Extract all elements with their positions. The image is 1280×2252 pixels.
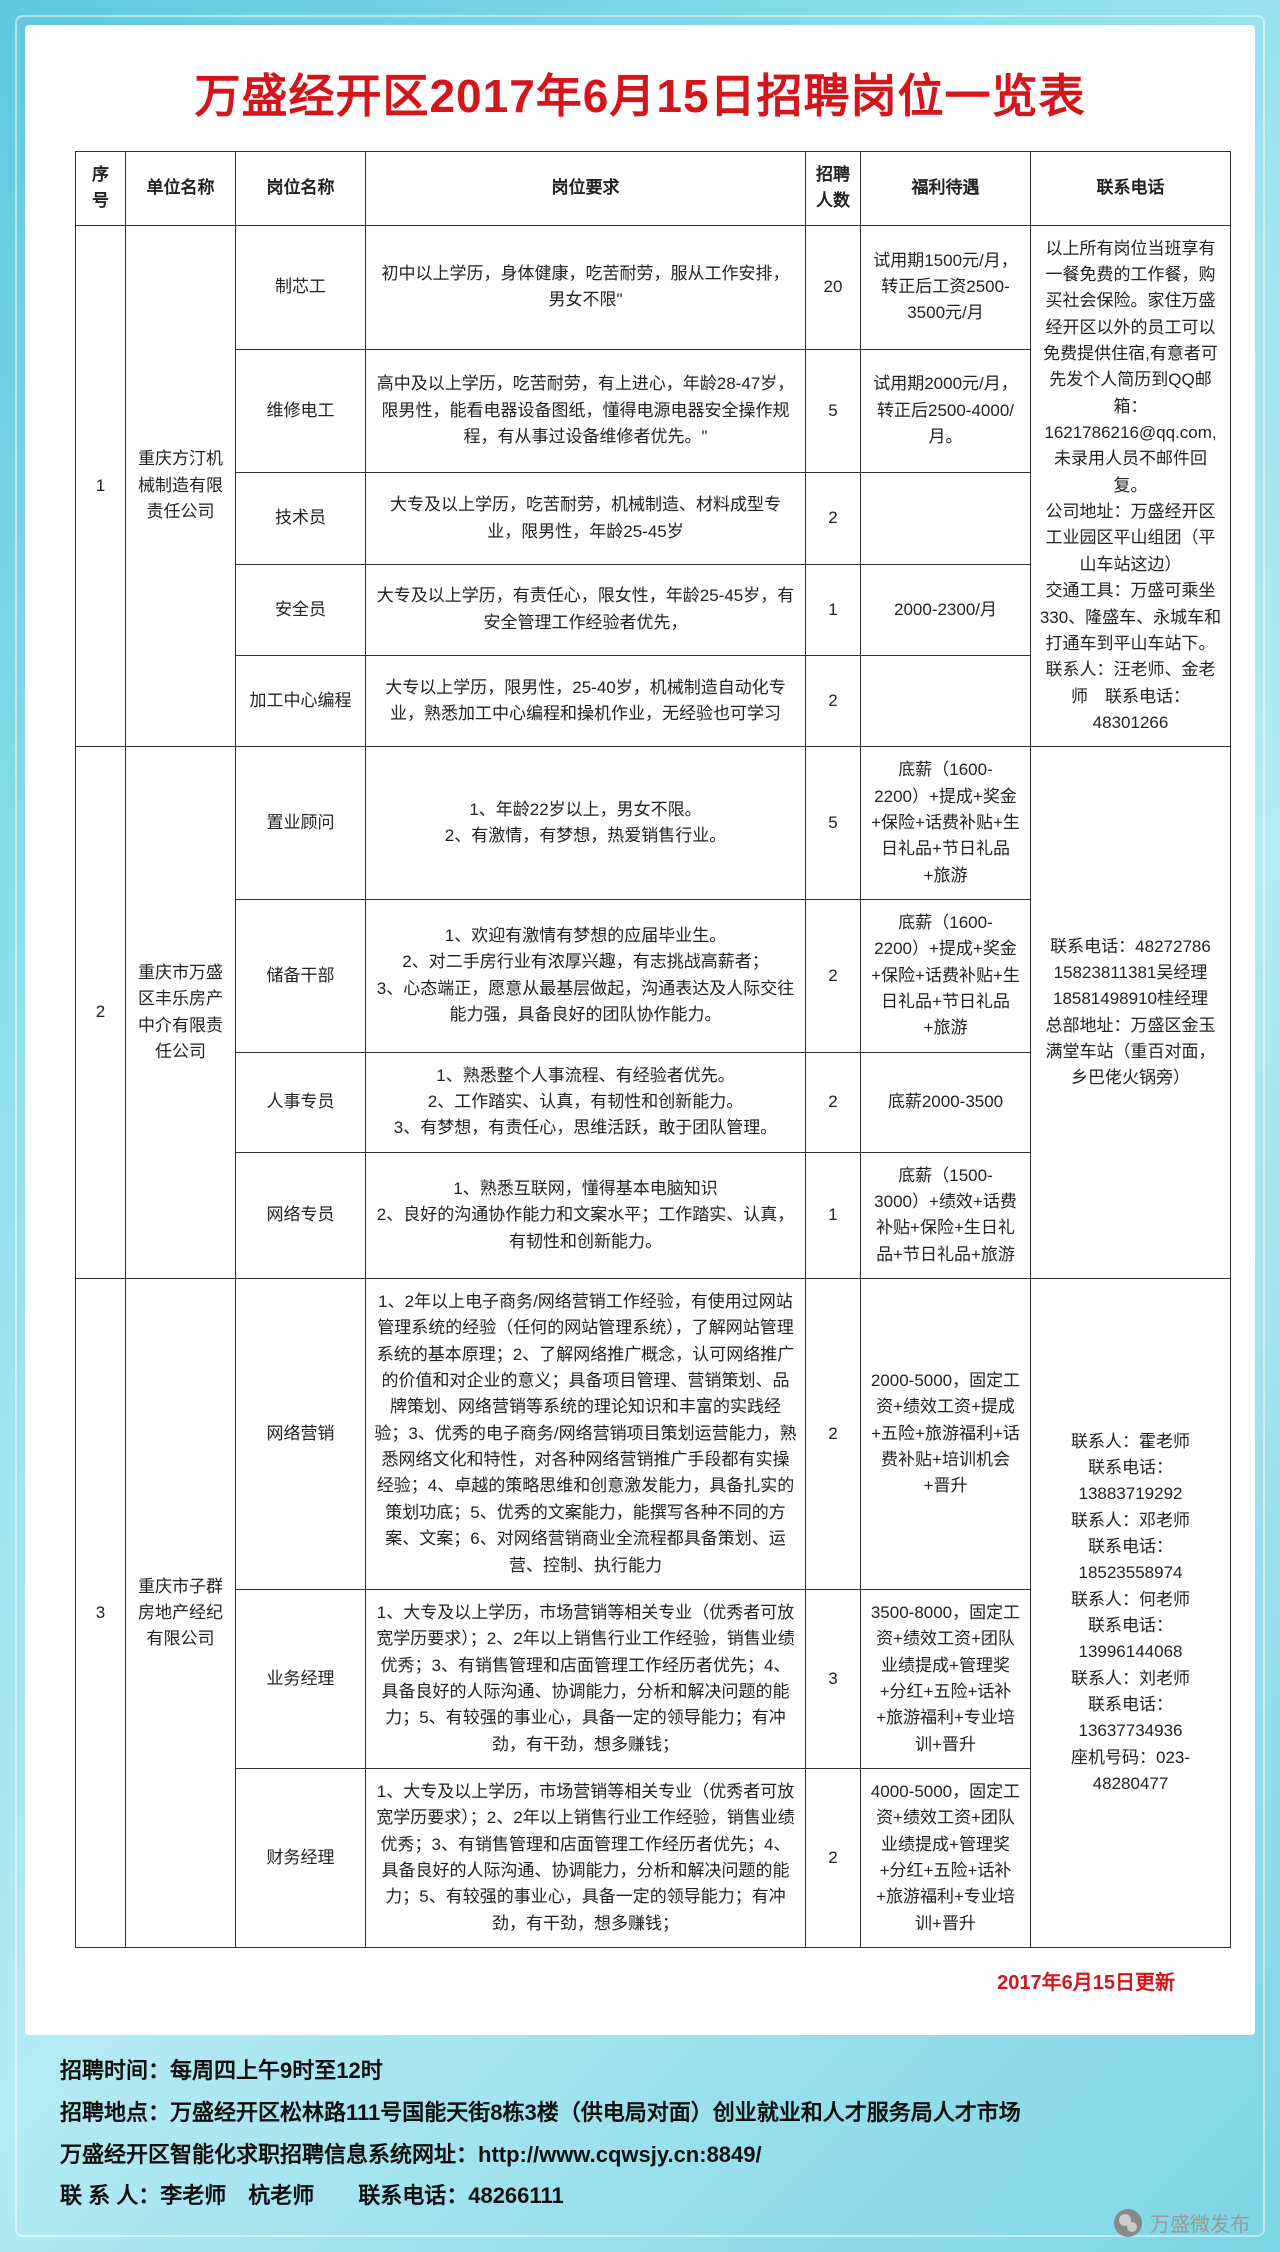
- cell-benefit: 底薪（1500-3000）+绩效+话费补贴+保险+生日礼品+节日礼品+旅游: [861, 1152, 1031, 1278]
- cell-benefit: [861, 655, 1031, 746]
- cell-requirement: 1、年龄22岁以上，男女不限。 2、有激情，有梦想，热爱销售行业。: [366, 747, 806, 900]
- cell-position: 加工中心编程: [236, 655, 366, 746]
- th-requirement: 岗位要求: [366, 152, 806, 226]
- job-table: 序号 单位名称 岗位名称 岗位要求 招聘人数 福利待遇 联系电话 1重庆方汀机械…: [75, 151, 1231, 1948]
- cell-benefit: 2000-5000，固定工资+绩效工资+提成+五险+旅游福利+话费补贴+培训机会…: [861, 1279, 1031, 1590]
- cell-count: 2: [806, 1052, 861, 1152]
- cell-benefit: 3500-8000，固定工资+绩效工资+团队业绩提成+管理奖+分红+五险+话补+…: [861, 1589, 1031, 1768]
- cell-requirement: 1、大专及以上学历，市场营销等相关专业（优秀者可放宽学历要求）；2、2年以上销售…: [366, 1589, 806, 1768]
- cell-benefit: 2000-2300/月: [861, 564, 1031, 655]
- cell-requirement: 高中及以上学历，吃苦耐劳，有上进心，年龄28-47岁，限男性，能看电器设备图纸，…: [366, 349, 806, 473]
- wechat-watermark: 万盛微发布: [1114, 2208, 1250, 2237]
- page-title: 万盛经开区2017年6月15日招聘岗位一览表: [75, 45, 1205, 151]
- cell-position: 技术员: [236, 473, 366, 564]
- cell-idx: 2: [76, 747, 126, 1279]
- cell-benefit: 试用期1500元/月，转正后工资2500-3500元/月: [861, 225, 1031, 349]
- table-row: 3重庆市子群房地产经纪有限公司网络营销1、2年以上电子商务/网络营销工作经验，有…: [76, 1279, 1231, 1590]
- cell-requirement: 1、熟悉互联网，懂得基本电脑知识 2、良好的沟通协作能力和文案水平；工作踏实、认…: [366, 1152, 806, 1278]
- cell-position: 人事专员: [236, 1052, 366, 1152]
- table-row: 1重庆方汀机械制造有限责任公司制芯工初中以上学历，身体健康，吃苦耐劳，服从工作安…: [76, 225, 1231, 349]
- cell-count: 2: [806, 1768, 861, 1947]
- cell-count: 5: [806, 747, 861, 900]
- th-benefit: 福利待遇: [861, 152, 1031, 226]
- cell-contact: 联系电话：48272786 15823811381吴经理 18581498910…: [1031, 747, 1231, 1279]
- cell-position: 储备干部: [236, 899, 366, 1052]
- cell-benefit: 4000-5000，固定工资+绩效工资+团队业绩提成+管理奖+分红+五险+话补+…: [861, 1768, 1031, 1947]
- wechat-icon: [1114, 2209, 1142, 2237]
- cell-company: 重庆市子群房地产经纪有限公司: [126, 1279, 236, 1948]
- cell-position: 网络营销: [236, 1279, 366, 1590]
- wechat-label: 万盛微发布: [1150, 2208, 1250, 2237]
- th-count: 招聘人数: [806, 152, 861, 226]
- cell-benefit: 底薪2000-3500: [861, 1052, 1031, 1152]
- cell-requirement: 大专及以上学历，吃苦耐劳，机械制造、材料成型专业，限男性，年龄25-45岁: [366, 473, 806, 564]
- cell-count: 20: [806, 225, 861, 349]
- cell-benefit: 底薪（1600-2200）+提成+奖金+保险+话费补贴+生日礼品+节日礼品+旅游: [861, 747, 1031, 900]
- footer-line-2: 招聘地点：万盛经开区松林路111号国能天街8栋3楼（供电局对面）创业就业和人才服…: [60, 2092, 1245, 2134]
- cell-company: 重庆方汀机械制造有限责任公司: [126, 225, 236, 747]
- cell-requirement: 大专及以上学历，有责任心，限女性，年龄25-45岁，有安全管理工作经验者优先，: [366, 564, 806, 655]
- cell-requirement: 1、大专及以上学历，市场营销等相关专业（优秀者可放宽学历要求）；2、2年以上销售…: [366, 1768, 806, 1947]
- footer-info: 招聘时间：每周四上午9时至12时 招聘地点：万盛经开区松林路111号国能天街8栋…: [25, 2035, 1255, 2227]
- cell-position: 制芯工: [236, 225, 366, 349]
- th-position: 岗位名称: [236, 152, 366, 226]
- cell-count: 1: [806, 564, 861, 655]
- cell-count: 5: [806, 349, 861, 473]
- cell-requirement: 1、欢迎有激情有梦想的应届毕业生。 2、对二手房行业有浓厚兴趣，有志挑战高薪者；…: [366, 899, 806, 1052]
- cell-company: 重庆市万盛区丰乐房产中介有限责任公司: [126, 747, 236, 1279]
- cell-count: 2: [806, 899, 861, 1052]
- cell-idx: 1: [76, 225, 126, 747]
- cell-requirement: 1、熟悉整个人事流程、有经验者优先。 2、工作踏实、认真，有韧性和创新能力。 3…: [366, 1052, 806, 1152]
- cell-benefit: [861, 473, 1031, 564]
- footer-line-3: 万盛经开区智能化求职招聘信息系统网址：http://www.cqwsjy.cn:…: [60, 2134, 1245, 2176]
- footer-line-4: 联 系 人：李老师 杭老师 联系电话：48266111: [60, 2175, 1245, 2217]
- cell-count: 2: [806, 473, 861, 564]
- cell-position: 网络专员: [236, 1152, 366, 1278]
- cell-position: 安全员: [236, 564, 366, 655]
- cell-count: 1: [806, 1152, 861, 1278]
- th-idx: 序号: [76, 152, 126, 226]
- table-header-row: 序号 单位名称 岗位名称 岗位要求 招聘人数 福利待遇 联系电话: [76, 152, 1231, 226]
- th-contact: 联系电话: [1031, 152, 1231, 226]
- cell-requirement: 1、2年以上电子商务/网络营销工作经验，有使用过网站管理系统的经验（任何的网站管…: [366, 1279, 806, 1590]
- cell-requirement: 初中以上学历，身体健康，吃苦耐劳，服从工作安排，男女不限": [366, 225, 806, 349]
- cell-benefit: 底薪（1600-2200）+提成+奖金+保险+话费补贴+生日礼品+节日礼品+旅游: [861, 899, 1031, 1052]
- table-row: 2重庆市万盛区丰乐房产中介有限责任公司置业顾问1、年龄22岁以上，男女不限。 2…: [76, 747, 1231, 900]
- th-company: 单位名称: [126, 152, 236, 226]
- cell-requirement: 大专以上学历，限男性，25-40岁，机械制造自动化专业，熟悉加工中心编程和操机作…: [366, 655, 806, 746]
- cell-contact: 联系人：霍老师 联系电话：13883719292 联系人：邓老师 联系电话：18…: [1031, 1279, 1231, 1948]
- cell-count: 2: [806, 655, 861, 746]
- cell-position: 业务经理: [236, 1589, 366, 1768]
- cell-count: 3: [806, 1589, 861, 1768]
- cell-benefit: 试用期2000元/月，转正后2500-4000/月。: [861, 349, 1031, 473]
- footer-line-1: 招聘时间：每周四上午9时至12时: [60, 2050, 1245, 2092]
- cell-position: 维修电工: [236, 349, 366, 473]
- cell-idx: 3: [76, 1279, 126, 1948]
- cell-position: 财务经理: [236, 1768, 366, 1947]
- cell-count: 2: [806, 1279, 861, 1590]
- cell-contact: 以上所有岗位当班享有一餐免费的工作餐，购买社会保险。家住万盛经开区以外的员工可以…: [1031, 225, 1231, 747]
- cell-position: 置业顾问: [236, 747, 366, 900]
- update-note: 2017年6月15日更新: [75, 1948, 1205, 2005]
